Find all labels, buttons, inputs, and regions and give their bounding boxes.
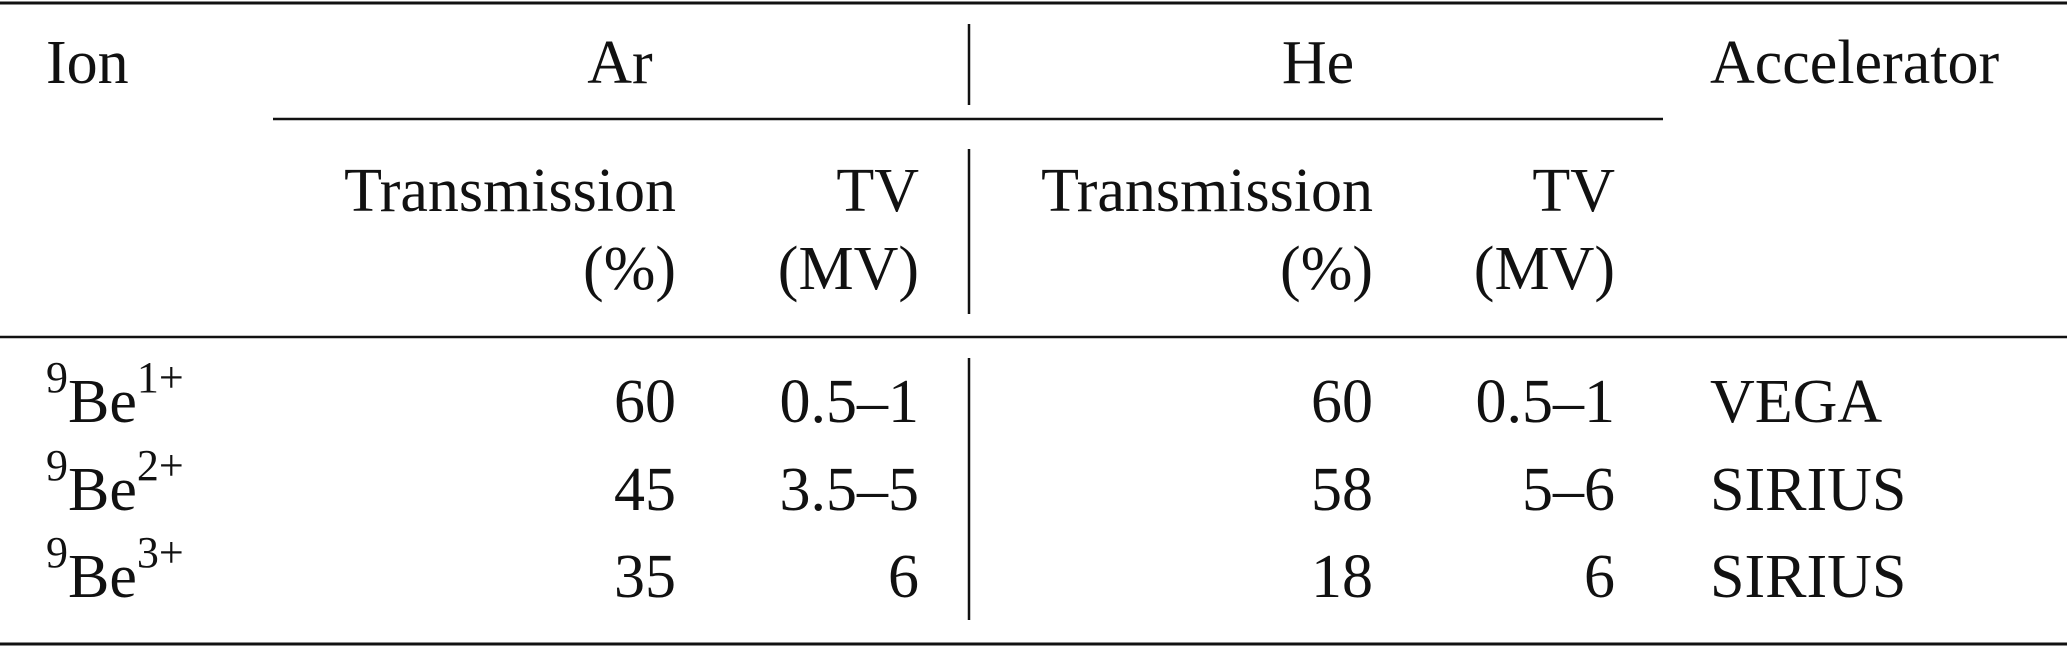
cell: 5–6 bbox=[1522, 456, 1615, 524]
subheader: Transmission bbox=[1041, 157, 1373, 225]
cell: 6 bbox=[888, 543, 919, 611]
cell: 0.5–1 bbox=[1476, 368, 1616, 436]
ion-element: Be bbox=[68, 456, 137, 524]
subheader-unit: (MV) bbox=[1474, 235, 1615, 303]
cell: 60 bbox=[614, 368, 676, 436]
subheader: TV bbox=[836, 157, 919, 225]
subheader: TV bbox=[1532, 157, 1615, 225]
ion-mass: 9 bbox=[46, 353, 68, 402]
cell: SIRIUS bbox=[1710, 456, 1906, 524]
ion-label: 9Be2+ bbox=[46, 441, 184, 524]
cell: 45 bbox=[614, 456, 676, 524]
subheader: Transmission bbox=[344, 157, 676, 225]
ion-element: Be bbox=[68, 368, 137, 436]
cell: 6 bbox=[1584, 543, 1615, 611]
ion-mass: 9 bbox=[46, 528, 68, 577]
ion-charge: 3+ bbox=[137, 528, 184, 577]
ion-mass: 9 bbox=[46, 441, 68, 490]
ion-element: Be bbox=[68, 543, 137, 611]
subheader-unit: (%) bbox=[583, 235, 676, 303]
cell: 35 bbox=[614, 543, 676, 611]
ion-label: 9Be3+ bbox=[46, 528, 184, 611]
cell: SIRIUS bbox=[1710, 543, 1906, 611]
cell: VEGA bbox=[1710, 368, 1882, 436]
cell: 58 bbox=[1311, 456, 1373, 524]
cell: 0.5–1 bbox=[780, 368, 920, 436]
subheader-unit: (MV) bbox=[778, 235, 919, 303]
cell: 18 bbox=[1311, 543, 1373, 611]
header-group: He bbox=[1282, 29, 1354, 97]
ion-charge: 2+ bbox=[137, 441, 184, 490]
header-ion: Ion bbox=[46, 29, 129, 97]
cell: 3.5–5 bbox=[780, 456, 920, 524]
ion-charge: 1+ bbox=[137, 353, 184, 402]
header-accelerator: Accelerator bbox=[1710, 29, 1999, 97]
cell: 60 bbox=[1311, 368, 1373, 436]
header-group: Ar bbox=[587, 29, 653, 97]
ion-label: 9Be1+ bbox=[46, 353, 184, 436]
subheader-unit: (%) bbox=[1280, 235, 1373, 303]
